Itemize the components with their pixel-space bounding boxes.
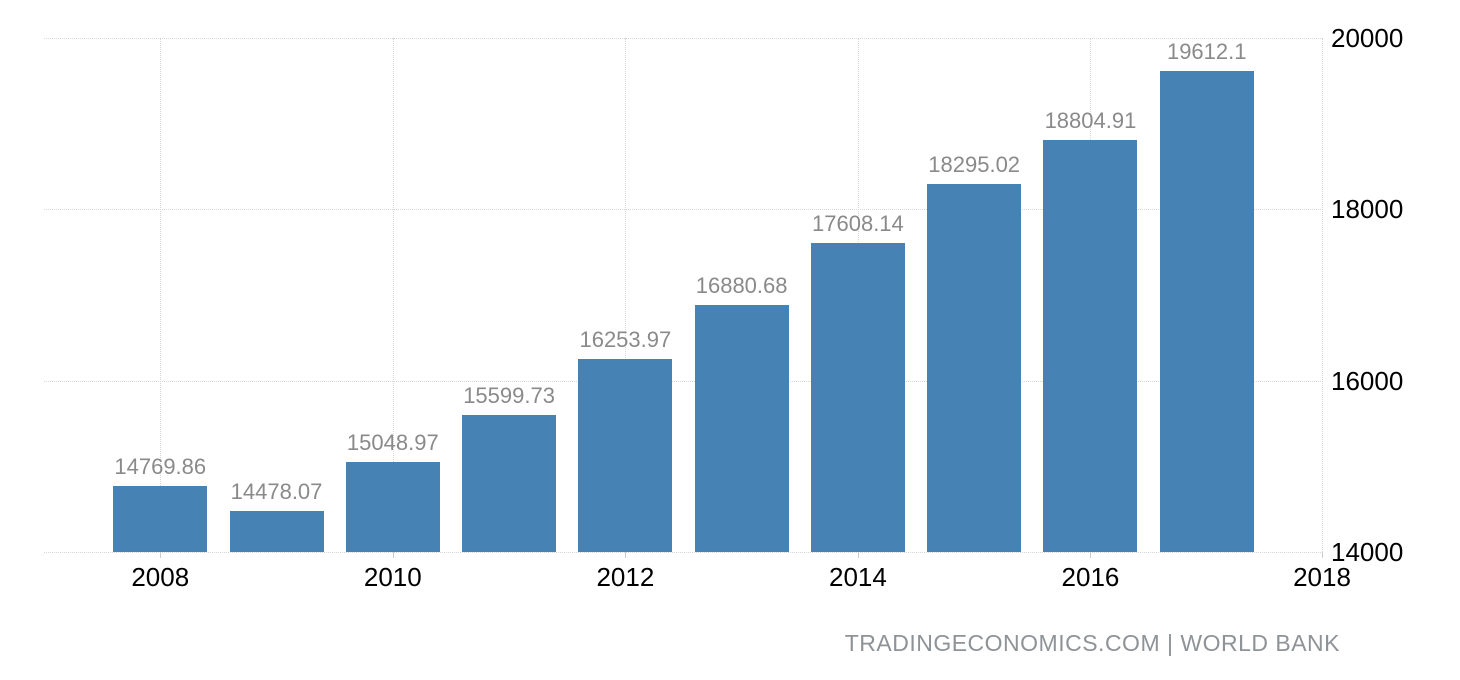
bar-value-label: 14769.86 [114, 454, 207, 480]
x-axis-label: 2016 [1061, 562, 1120, 592]
plot-area: 14769.86 14478.07 15048.97 15599.73 16253.97… [44, 38, 1323, 553]
y-axis-label: 20000 [1331, 23, 1404, 53]
vertical-gridline [160, 38, 162, 552]
x-axis-label: 2008 [131, 562, 190, 592]
bar[interactable] [1159, 71, 1254, 552]
bar-value-label: 14478.07 [230, 479, 323, 505]
x-axis-label: 2010 [363, 562, 422, 592]
y-axis-label: 14000 [1331, 537, 1404, 567]
vertical-gridline [1322, 38, 1323, 552]
bar[interactable] [927, 184, 1022, 552]
source-attribution: TRADINGECONOMICS.COM | WORLD BANK [844, 630, 1340, 656]
bar[interactable] [810, 242, 905, 552]
x-axis-label: 2014 [828, 562, 887, 592]
x-axis-tick [1322, 552, 1323, 558]
bar[interactable] [462, 414, 557, 552]
vertical-gridline [625, 38, 627, 552]
horizontal-gridline [44, 209, 1323, 211]
horizontal-gridline [44, 380, 1323, 382]
y-axis-label: 16000 [1331, 365, 1404, 396]
x-axis-tick [392, 552, 394, 558]
vertical-gridline [392, 38, 394, 552]
x-axis-tick [1090, 552, 1092, 558]
bar-value-label: 18295.02 [928, 152, 1021, 178]
bar[interactable] [345, 462, 440, 552]
x-axis-tick [857, 552, 859, 558]
x-axis-tick [160, 552, 162, 558]
bar-value-label: 16880.68 [695, 273, 788, 299]
bar[interactable] [1043, 140, 1138, 552]
bar[interactable] [578, 358, 673, 552]
bar-value-label: 15048.97 [346, 430, 439, 456]
bar-value-label: 16253.97 [579, 326, 672, 352]
x-axis-tick [625, 552, 627, 558]
horizontal-gridline [44, 38, 1323, 39]
x-axis-label: 2012 [596, 562, 655, 592]
bar[interactable] [229, 511, 324, 552]
y-axis-label: 18000 [1331, 194, 1404, 225]
bar[interactable] [113, 486, 208, 552]
bar[interactable] [694, 305, 789, 552]
x-axis-label: 2018 [1293, 562, 1351, 592]
bar-value-label: 19612.1 [1166, 39, 1247, 65]
bar-value-label: 18804.91 [1044, 108, 1137, 134]
bar-value-label: 15599.73 [463, 382, 555, 408]
horizontal-gridline [44, 552, 1323, 553]
bar-value-label: 17608.14 [812, 210, 904, 236]
